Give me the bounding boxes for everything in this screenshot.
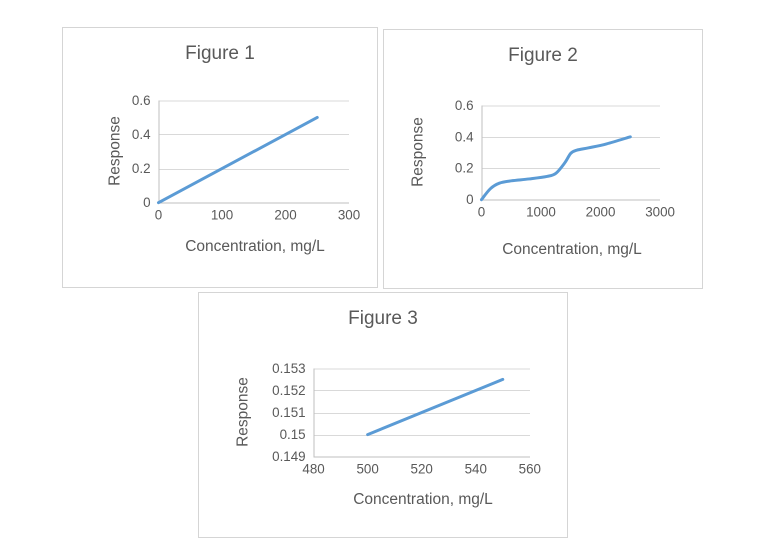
x-tick-label: 100 bbox=[211, 208, 233, 223]
figure-1-plot: 0 0.2 0.4 0.6 0 100 200 300 bbox=[132, 93, 360, 223]
x-tick-label: 540 bbox=[465, 462, 487, 477]
y-tick-label: 0.152 bbox=[272, 383, 305, 398]
y-tick-label: 0.6 bbox=[455, 98, 474, 113]
y-tick-label: 0.151 bbox=[272, 405, 305, 420]
figure-3-x-axis-title: Concentration, mg/L bbox=[353, 491, 493, 508]
y-tick-label: 0.2 bbox=[455, 161, 474, 176]
figure-2-panel: Figure 2 Response 0 0.2 0.4 0.6 0 1000 2000 300… bbox=[383, 29, 703, 289]
figure-1-panel: Figure 1 Response 0 0.2 0.4 0.6 0 100 200 300 C… bbox=[62, 27, 378, 288]
x-tick-label: 3000 bbox=[645, 205, 675, 220]
series-line bbox=[366, 377, 505, 437]
x-tick-label: 500 bbox=[356, 462, 378, 477]
y-tick-label: 0.6 bbox=[132, 93, 151, 108]
x-tick-label: 560 bbox=[519, 462, 541, 477]
x-tick-label: 1000 bbox=[526, 205, 556, 220]
x-tick-label: 0 bbox=[155, 208, 162, 223]
figure-2-plot: 0 0.2 0.4 0.6 0 1000 2000 3000 bbox=[455, 98, 675, 220]
y-tick-label: 0.15 bbox=[280, 427, 306, 442]
figure-2-x-axis-title: Concentration, mg/L bbox=[502, 241, 642, 258]
figure-2-title: Figure 2 bbox=[508, 45, 578, 66]
x-tick-label: 300 bbox=[338, 208, 360, 223]
x-tick-label: 520 bbox=[411, 462, 433, 477]
x-tick-label: 480 bbox=[302, 462, 324, 477]
x-tick-label: 0 bbox=[478, 205, 485, 220]
y-tick-label: 0.4 bbox=[455, 129, 474, 144]
y-tick-label: 0 bbox=[143, 195, 150, 210]
figure-3-plot: 0.149 0.15 0.151 0.152 0.153 480 500 520 540 560 bbox=[272, 361, 541, 477]
y-tick-label: 0.2 bbox=[132, 161, 151, 176]
y-tick-label: 0.4 bbox=[132, 127, 151, 142]
figure-1-title: Figure 1 bbox=[185, 43, 255, 64]
series-line bbox=[479, 135, 632, 202]
series-line bbox=[156, 115, 319, 205]
y-tick-label: 0.149 bbox=[272, 449, 305, 464]
y-tick-label: 0.153 bbox=[272, 361, 305, 376]
x-tick-label: 200 bbox=[274, 208, 296, 223]
y-tick-label: 0 bbox=[466, 192, 473, 207]
x-tick-label: 2000 bbox=[586, 205, 616, 220]
figure-3-title: Figure 3 bbox=[348, 308, 418, 329]
figure-1-x-axis-title: Concentration, mg/L bbox=[185, 238, 325, 255]
figure-3-panel: Figure 3 Response 0.149 0.15 0.151 0.152 0.1… bbox=[198, 292, 568, 538]
